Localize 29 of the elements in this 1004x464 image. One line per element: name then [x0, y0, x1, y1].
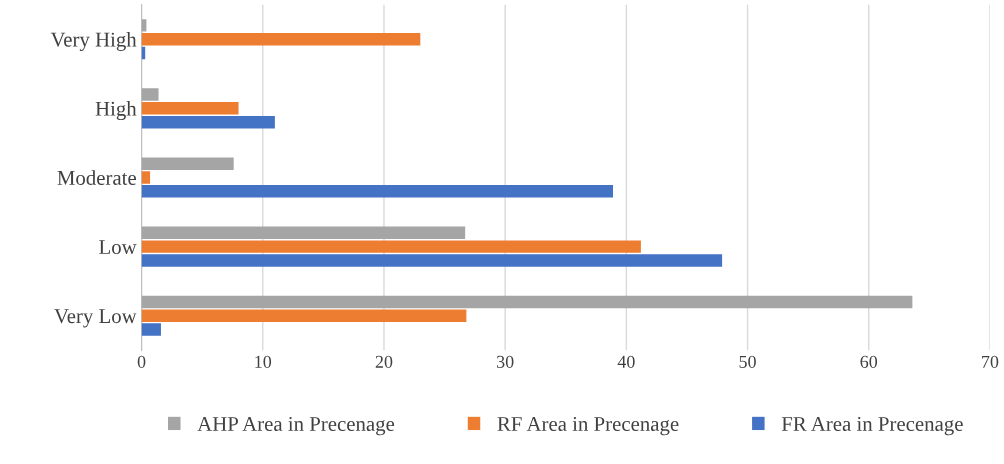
x-tick-label: 10 [255, 355, 272, 368]
y-tick-label: Very High [50, 31, 137, 51]
bar [141, 115, 275, 129]
bar [141, 254, 723, 267]
x-tick-label: 30 [496, 355, 514, 368]
x-tick-label: 60 [860, 355, 878, 368]
legend-label: AHP Area in Precenage [197, 416, 395, 436]
y-tick-label: Moderate [57, 170, 136, 185]
bar [141, 185, 614, 198]
bar [141, 226, 466, 240]
bar [141, 171, 151, 184]
x-tick-label: 70 [982, 355, 999, 368]
y-tick-label: Very Low [54, 309, 137, 328]
bar [141, 323, 161, 336]
bar [141, 309, 467, 322]
bar [141, 102, 239, 115]
legend-label: FR Area in Precenage [781, 416, 963, 436]
legend-label: RF Area in Precenage [497, 416, 679, 436]
x-tick-label: 50 [739, 355, 756, 368]
bar [141, 295, 913, 309]
bar [141, 32, 421, 46]
bar [141, 157, 234, 170]
y-tick-label: Low [99, 240, 137, 255]
y-tick-label: High [95, 101, 137, 121]
x-tick-label: 40 [617, 355, 635, 368]
bar [141, 88, 159, 101]
x-tick-label: 0 [137, 355, 146, 368]
bar [141, 240, 641, 253]
x-tick-label: 20 [375, 355, 393, 368]
